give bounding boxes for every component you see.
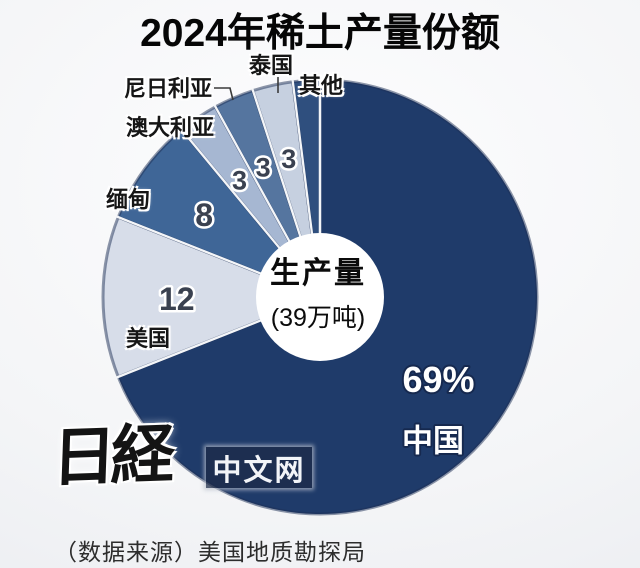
slice-value-label-2: 8 [195,197,213,233]
donut-center-total: (39万吨) [270,304,366,332]
slice-value-label-3: 3 [232,166,247,196]
slice-value-label-5: 3 [281,144,296,174]
slice-separator-4 [213,104,294,247]
label-connector-0 [214,87,234,101]
slice-separator-6 [291,79,314,240]
pie-slice-1 [101,215,322,379]
nikkei-site-watermark: 中文网 [206,447,312,488]
chart-title: 2024年稀土产量份额 [140,12,500,55]
slice-separator-1 [115,317,267,379]
pie-outside-label-4: 泰国 [248,53,294,78]
slice-separator-2 [115,215,267,277]
nikkei-logo-watermark: 日経 [50,418,172,495]
slice-separator-3 [179,127,284,254]
donut-hole [256,233,384,361]
pie-outside-label-3: 尼日利亚 [123,76,213,101]
slice-name-label-inside: 中国 [402,424,464,459]
slice-value-label-0: 69% [402,359,474,400]
data-source-note: （数据来源）美国地质勘探局 [54,539,366,565]
pie-slice-2 [116,128,322,299]
pie-outside-label-5: 其他 [298,73,344,98]
slice-value-label-1: 12 [159,281,195,317]
slice-separator-5 [251,88,304,243]
donut-center-label: 生产量 (39万吨) [270,248,366,334]
pie-outside-label-1: 缅甸 [105,187,151,212]
donut-center-title: 生产量 [270,257,366,290]
pie-outside-label-2: 澳大利亚 [125,115,215,140]
slice-value-label-4: 3 [256,153,271,183]
pie-outside-label-0: 美国 [125,326,171,351]
